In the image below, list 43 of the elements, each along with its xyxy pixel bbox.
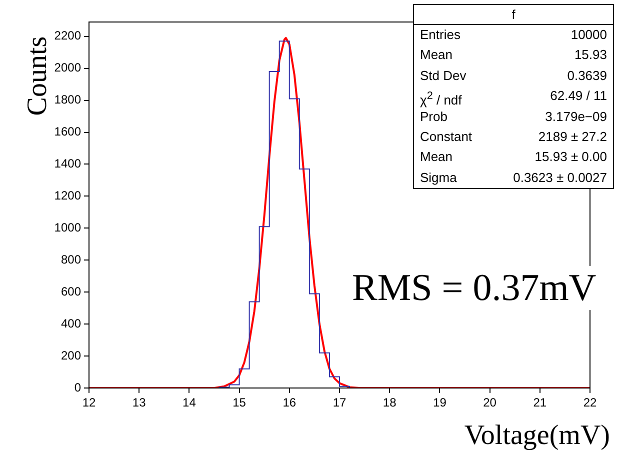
annotation: 2189 ± 27.2 <box>538 128 607 146</box>
annotation: Mean <box>420 148 453 166</box>
y-tick-label: 1800 <box>54 92 82 107</box>
text: f <box>414 5 613 25</box>
x-tick-label: 18 <box>382 396 397 410</box>
annotation: Constant <box>420 128 472 146</box>
x-axis-title: Voltage(mV) <box>464 420 610 452</box>
y-tick-label: 600 <box>60 284 82 298</box>
annotation: 15.93 <box>574 46 607 64</box>
y-axis-title: Counts <box>22 35 54 118</box>
x-tick-label: 17 <box>332 396 346 410</box>
annotation: 0.3623 ± 0.0027 <box>513 168 607 187</box>
annotation: Prob <box>420 108 448 126</box>
annotation: 10000 <box>570 26 607 44</box>
y-tick-label: 2200 <box>54 28 82 43</box>
annotation: 0.3639 <box>567 66 607 85</box>
y-tick-label: 1600 <box>54 124 82 139</box>
annotation: 3.179e−09 <box>545 108 607 126</box>
y-tick-label: 1000 <box>54 220 82 234</box>
y-tick-label: 800 <box>60 252 82 266</box>
y-tick-label: 1200 <box>54 188 82 203</box>
y-tick-label: 400 <box>60 316 82 330</box>
annotation: Mean <box>420 46 453 64</box>
annotation: Sigma <box>420 168 457 187</box>
annotation: 15.93 ± 0.00 <box>534 148 607 166</box>
annotation: χ$^{2}$ / ndf <box>420 89 462 108</box>
y-tick-label: 200 <box>60 348 82 362</box>
x-tick-label: 20 <box>483 396 497 410</box>
annotation: Entries <box>420 26 460 44</box>
annotation: Std Dev <box>420 66 466 85</box>
x-tick-label: 13 <box>132 396 146 410</box>
x-tick-label: 19 <box>433 396 447 410</box>
x-tick-label: 21 <box>533 396 547 410</box>
y-tick-label: 2000 <box>54 60 82 75</box>
x-tick-label: 15 <box>232 396 246 410</box>
y-tick-label: 0 <box>74 380 82 394</box>
annotation: RMS = 0.37mV <box>352 266 596 310</box>
y-tick-label: 1400 <box>54 156 82 171</box>
x-tick-label: 22 <box>583 396 597 410</box>
annotation: 62.49 / 11 <box>550 87 607 106</box>
x-tick-label: 14 <box>182 396 196 410</box>
x-tick-label: 16 <box>282 396 296 410</box>
x-tick-label: 12 <box>82 396 96 410</box>
